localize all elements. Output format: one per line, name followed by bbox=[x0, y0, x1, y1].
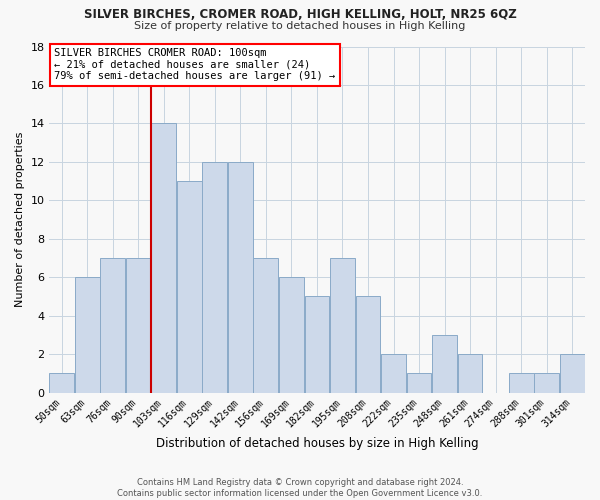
Text: Size of property relative to detached houses in High Kelling: Size of property relative to detached ho… bbox=[134, 21, 466, 31]
Bar bbox=[407, 374, 431, 392]
Bar bbox=[458, 354, 482, 393]
Bar bbox=[177, 181, 202, 392]
Bar bbox=[509, 374, 533, 392]
Bar bbox=[126, 258, 151, 392]
Bar bbox=[202, 162, 227, 392]
Bar bbox=[279, 277, 304, 392]
Bar bbox=[75, 277, 100, 392]
Bar bbox=[330, 258, 355, 392]
Bar bbox=[228, 162, 253, 392]
Bar bbox=[151, 124, 176, 392]
X-axis label: Distribution of detached houses by size in High Kelling: Distribution of detached houses by size … bbox=[155, 437, 478, 450]
Bar bbox=[253, 258, 278, 392]
Y-axis label: Number of detached properties: Number of detached properties bbox=[15, 132, 25, 307]
Bar bbox=[100, 258, 125, 392]
Bar bbox=[356, 296, 380, 392]
Text: SILVER BIRCHES, CROMER ROAD, HIGH KELLING, HOLT, NR25 6QZ: SILVER BIRCHES, CROMER ROAD, HIGH KELLIN… bbox=[83, 8, 517, 20]
Text: SILVER BIRCHES CROMER ROAD: 100sqm
← 21% of detached houses are smaller (24)
79%: SILVER BIRCHES CROMER ROAD: 100sqm ← 21%… bbox=[54, 48, 335, 82]
Bar bbox=[381, 354, 406, 393]
Bar bbox=[305, 296, 329, 392]
Text: Contains HM Land Registry data © Crown copyright and database right 2024.
Contai: Contains HM Land Registry data © Crown c… bbox=[118, 478, 482, 498]
Bar bbox=[432, 335, 457, 392]
Bar bbox=[49, 374, 74, 392]
Bar bbox=[560, 354, 584, 393]
Bar bbox=[535, 374, 559, 392]
